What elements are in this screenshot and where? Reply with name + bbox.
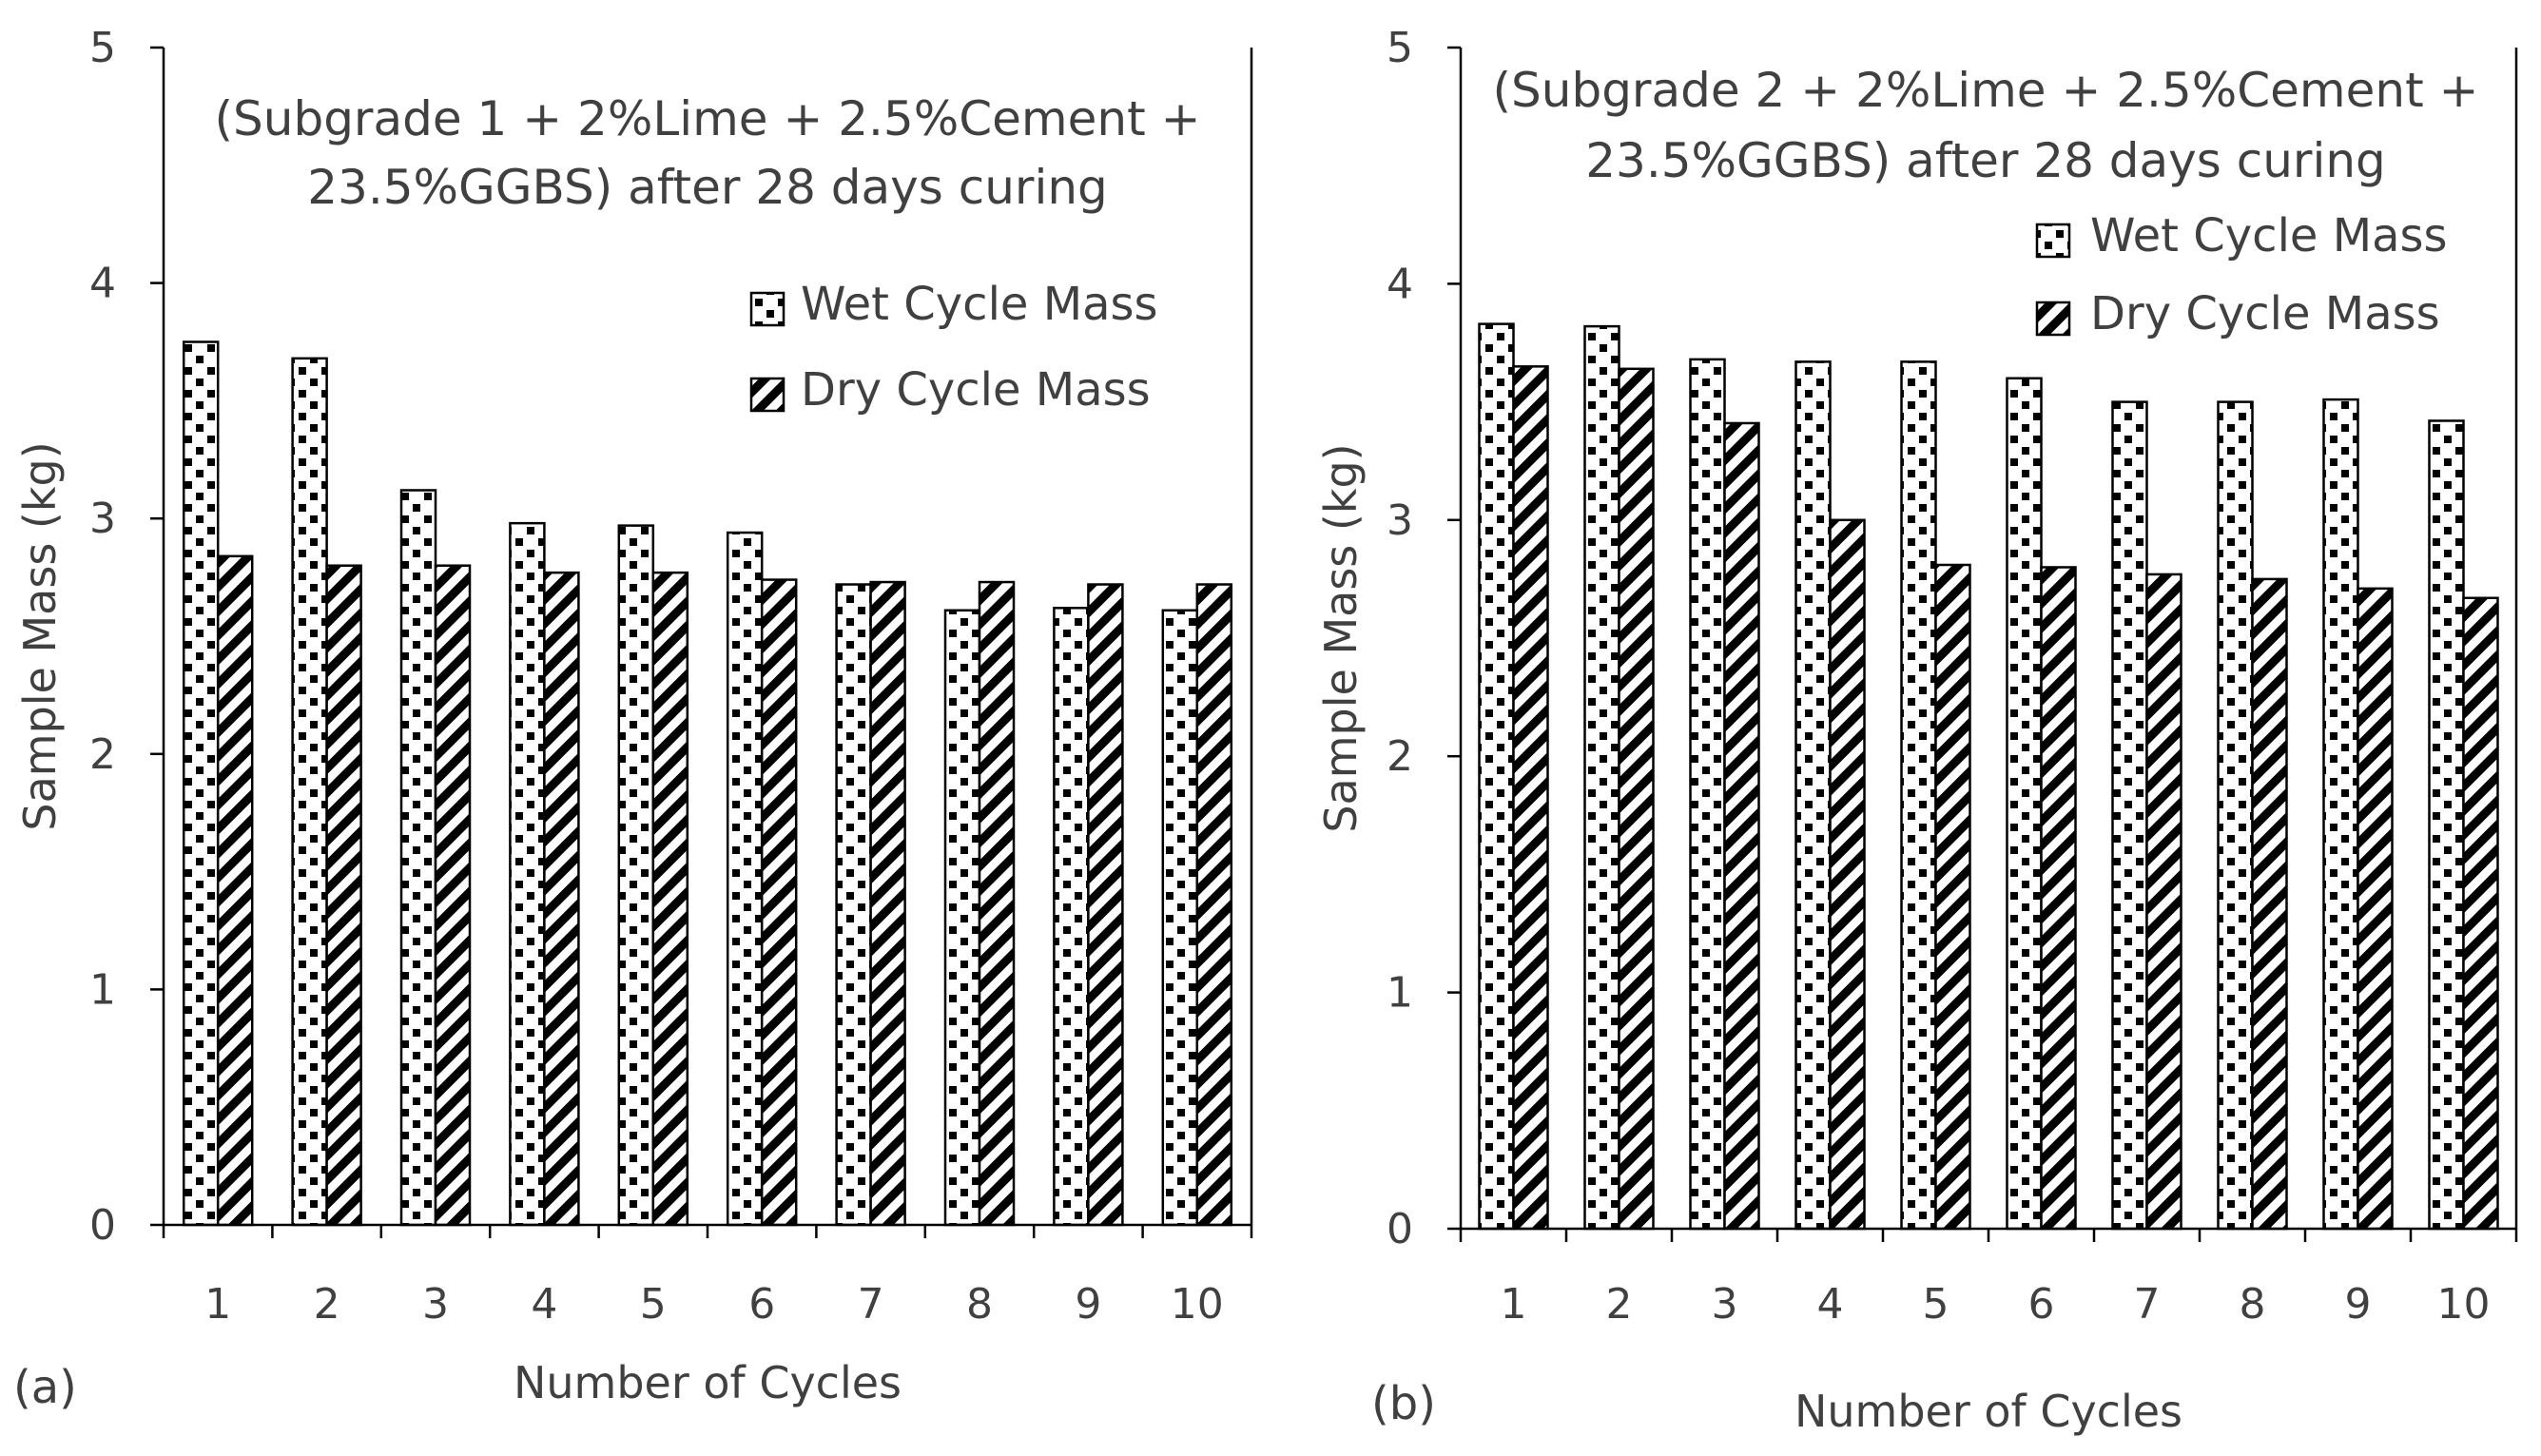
- bar-wet-cycle-10: [2428, 419, 2465, 1231]
- bar-dry-cycle-7: [2145, 573, 2182, 1231]
- bar-wet-cycle-9: [2322, 398, 2359, 1231]
- bar-dry-cycle-6: [2040, 566, 2077, 1231]
- bar-wet-cycle-5: [617, 524, 655, 1227]
- panel-label-b: (b): [1371, 1377, 1436, 1430]
- y-tick-label: 1: [89, 965, 116, 1014]
- bar-wet-cycle-7: [835, 583, 872, 1227]
- y-axis-title: Sample Mass (kg): [1315, 443, 1367, 832]
- bar-wet-cycle-8: [2217, 400, 2254, 1231]
- bar-wet-cycle-7: [2111, 400, 2148, 1231]
- x-tick-label: 7: [858, 1280, 884, 1329]
- x-tick-label: 6: [748, 1280, 775, 1329]
- x-tick-label: 8: [966, 1280, 993, 1329]
- legend-swatch-dry: [749, 377, 786, 413]
- bar-wet-cycle-6: [726, 531, 764, 1227]
- bar-wet-cycle-9: [1053, 607, 1090, 1227]
- legend-swatch-dry: [2035, 301, 2071, 337]
- bar-wet-cycle-8: [943, 609, 981, 1227]
- x-tick-label: 9: [1075, 1280, 1101, 1329]
- bar-wet-cycle-10: [1161, 609, 1199, 1227]
- chart-panel-a: 0 1 2 3 4 5 1 2 3 4 5 6 7 8 9 10 Number of Cycles Sample …: [13, 24, 1253, 1414]
- bar-dry-cycle-8: [2251, 577, 2288, 1231]
- bar-wet-cycle-5: [1900, 360, 1937, 1231]
- x-tick-label: 5: [1923, 1280, 1949, 1329]
- chart-panel-b: 0 1 2 3 4 5 1 2 3 4 5 6 7 8 9 10 Number of Cycles Sample …: [1315, 24, 2518, 1437]
- x-tick-label: 1: [1501, 1280, 1527, 1329]
- x-tick-label: 2: [314, 1280, 340, 1329]
- bar-dry-cycle-4: [1829, 518, 1866, 1231]
- bar-dry-cycle-10: [2462, 596, 2499, 1231]
- bar-dry-cycle-1: [1512, 365, 1549, 1231]
- y-tick-label: 4: [1387, 260, 1413, 308]
- x-tick-label: 4: [1817, 1280, 1844, 1329]
- chart-title-line-1: (Subgrade 2 + 2%Lime + 2.5%Cement +: [1493, 63, 2479, 118]
- bar-wet-cycle-4: [1794, 360, 1832, 1231]
- x-tick-label: 4: [531, 1280, 557, 1329]
- legend-label-wet: Wet Cycle Mass: [801, 278, 1158, 331]
- x-tick-label: 9: [2345, 1280, 2372, 1329]
- bar-wet-cycle-3: [1689, 358, 1726, 1231]
- chart-title-line-1: (Subgrade 1 + 2%Lime + 2.5%Cement +: [215, 91, 1201, 146]
- bar-dry-cycle-9: [2357, 587, 2394, 1231]
- legend-swatch-wet: [749, 291, 786, 327]
- bar-wet-cycle-2: [1583, 324, 1620, 1231]
- x-tick-label: 3: [422, 1280, 449, 1329]
- legend-label-wet: Wet Cycle Mass: [2090, 209, 2448, 262]
- x-tick-label: 7: [2134, 1280, 2161, 1329]
- bar-dry-cycle-2: [1618, 367, 1655, 1231]
- y-tick-label: 1: [1387, 969, 1413, 1018]
- x-tick-label: 3: [1712, 1280, 1738, 1329]
- bar-dry-cycle-6: [760, 578, 798, 1227]
- panel-label-a: (a): [13, 1361, 77, 1414]
- y-tick-label: 4: [89, 260, 116, 308]
- bar-dry-cycle-5: [651, 571, 689, 1227]
- y-axis-title: Sample Mass (kg): [14, 441, 66, 830]
- legend-label-dry: Dry Cycle Mass: [2090, 287, 2440, 340]
- y-tick-label: 3: [89, 495, 116, 543]
- chart-title-line-2: 23.5%GGBS) after 28 days curing: [1585, 133, 2386, 188]
- bar-dry-cycle-4: [543, 571, 580, 1227]
- bar-dry-cycle-5: [1934, 563, 1971, 1231]
- bar-dry-cycle-7: [869, 580, 906, 1227]
- y-tick-label: 5: [89, 24, 116, 72]
- bar-dry-cycle-10: [1195, 583, 1233, 1227]
- bar-dry-cycle-9: [1087, 583, 1124, 1227]
- bar-dry-cycle-3: [1723, 421, 1760, 1231]
- bar-wet-cycle-6: [2006, 377, 2043, 1231]
- y-tick-label: 0: [89, 1201, 116, 1250]
- x-tick-label: 6: [2028, 1280, 2055, 1329]
- bar-dry-cycle-1: [216, 554, 254, 1227]
- legend: Wet Cycle Mass Dry Cycle Mass: [749, 278, 1158, 417]
- bar-dry-cycle-3: [434, 564, 472, 1227]
- chart-title-line-2: 23.5%GGBS) after 28 days curing: [307, 160, 1108, 215]
- y-tick-label: 2: [1387, 732, 1413, 781]
- bar-wet-cycle-2: [291, 357, 328, 1227]
- x-tick-label: 2: [1606, 1280, 1633, 1329]
- x-axis-title: Number of Cycles: [514, 1357, 902, 1408]
- x-tick-label: 10: [2437, 1280, 2491, 1329]
- y-tick-label: 3: [1387, 496, 1413, 545]
- bar-wet-cycle-1: [1478, 322, 1515, 1231]
- legend: Wet Cycle Mass Dry Cycle Mass: [2035, 209, 2448, 340]
- bar-wet-cycle-4: [509, 521, 546, 1227]
- bar-wet-cycle-3: [399, 489, 437, 1227]
- legend-swatch-wet: [2035, 223, 2071, 259]
- bar-wet-cycle-1: [182, 340, 220, 1227]
- x-tick-label: 1: [204, 1280, 231, 1329]
- x-axis-title: Number of Cycles: [1794, 1386, 2182, 1437]
- x-tick-label: 5: [640, 1280, 667, 1329]
- x-tick-label: 8: [2240, 1280, 2266, 1329]
- y-tick-label: 5: [1387, 24, 1413, 72]
- legend-label-dry: Dry Cycle Mass: [801, 363, 1151, 417]
- x-tick-label: 10: [1171, 1280, 1224, 1329]
- y-tick-label: 2: [89, 730, 116, 779]
- y-tick-label: 0: [1387, 1205, 1413, 1253]
- bar-dry-cycle-2: [325, 564, 362, 1227]
- bar-dry-cycle-8: [978, 580, 1016, 1227]
